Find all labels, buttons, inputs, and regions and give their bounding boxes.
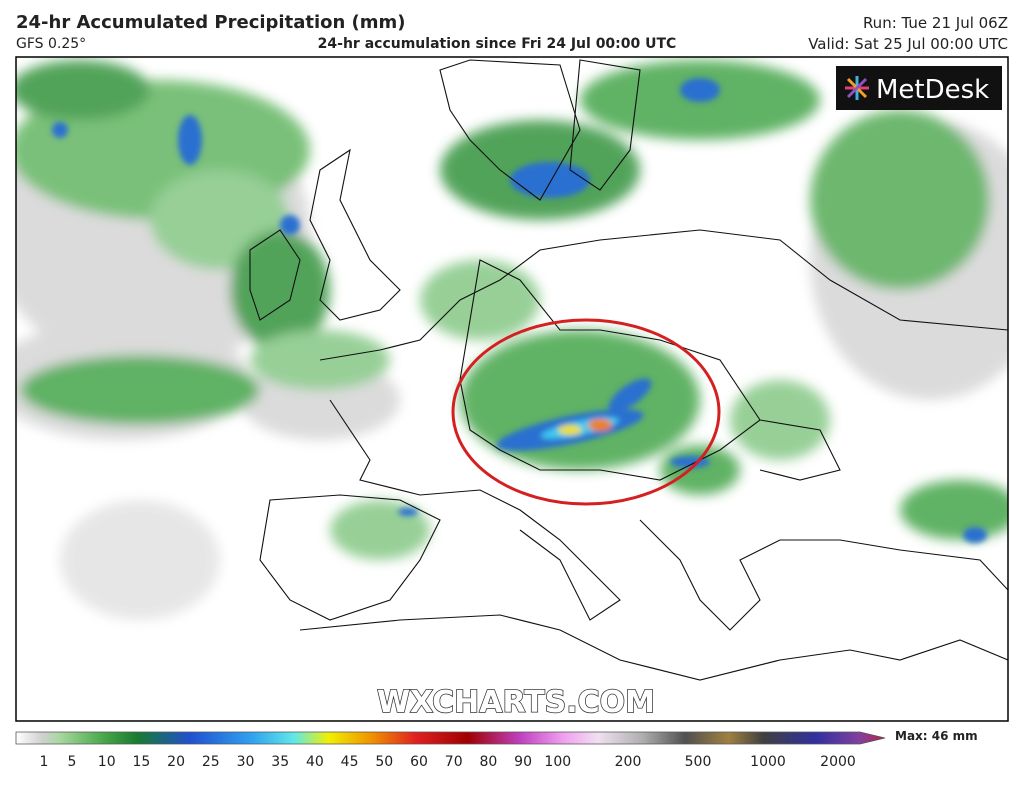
- colorbar-label: 35: [271, 754, 289, 770]
- colorbar-label: 1000: [750, 754, 786, 770]
- colorbar-label: 15: [132, 754, 150, 770]
- watermark: WXCHARTS.COM: [377, 685, 655, 720]
- colorbar-label: 20: [167, 754, 185, 770]
- colorbar-labels: 1 5 10 15 20 25 30 35 40 45 50 60 70 80 90 100 200 500 100…: [40, 754, 856, 770]
- colorbar-label: 60: [410, 754, 428, 770]
- colorbar-label: 25: [202, 754, 220, 770]
- valid-time: Valid: Sat 25 Jul 00:00 UTC: [808, 35, 1008, 53]
- subtitle: 24-hr accumulation since Fri 24 Jul 00:0…: [318, 36, 677, 52]
- colorbar-label: 2000: [820, 754, 856, 770]
- colorbar-label: 45: [341, 754, 359, 770]
- colorbar: [15, 731, 886, 745]
- model: GFS 0.25°: [16, 36, 86, 52]
- colorbar-label: 500: [685, 754, 712, 770]
- colorbar-label: 5: [68, 754, 77, 770]
- map: MetDesk WXCHARTS.COM: [16, 57, 1008, 721]
- colorbar-label: 50: [375, 754, 393, 770]
- run-time: Run: Tue 21 Jul 06Z: [863, 14, 1008, 32]
- colorbar-label: 10: [98, 754, 116, 770]
- colorbar-label: 30: [237, 754, 255, 770]
- coastlines: [249, 59, 1008, 681]
- colorbar-label: 200: [615, 754, 642, 770]
- colorbar-label: 80: [479, 754, 497, 770]
- logo-icon: [845, 76, 869, 100]
- colorbar-label: 1: [40, 754, 49, 770]
- colorbar-label: 90: [514, 754, 532, 770]
- logo-text: MetDesk: [876, 75, 989, 105]
- highlight-ring: [451, 318, 721, 506]
- colorbar-label: 70: [445, 754, 463, 770]
- max-label: Max: 46 mm: [895, 729, 978, 743]
- colorbar-label: 100: [544, 754, 571, 770]
- title: 24-hr Accumulated Precipitation (mm): [16, 12, 406, 33]
- map-frame: [15, 56, 1009, 722]
- colorbar-label: 40: [306, 754, 324, 770]
